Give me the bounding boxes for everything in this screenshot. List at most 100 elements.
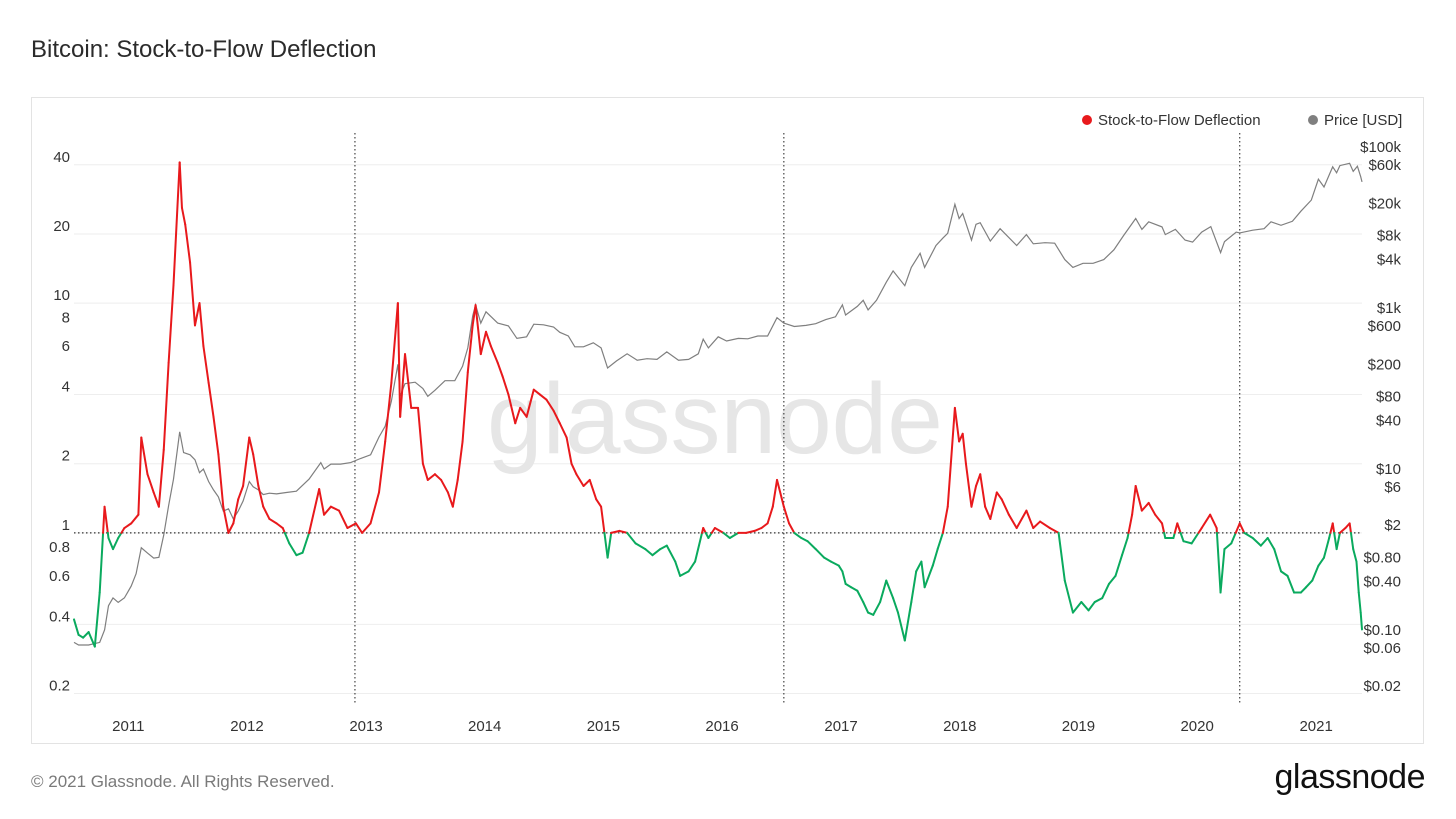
deflection-segment bbox=[1338, 527, 1347, 534]
legend-item-stock-to-flow-deflection[interactable]: Stock-to-Flow Deflection bbox=[1082, 112, 1261, 129]
right-axis-tick-label: $8k bbox=[1377, 227, 1402, 244]
deflection-segment bbox=[829, 560, 840, 567]
copyright-footer: © 2021 Glassnode. All Rights Reserved. bbox=[31, 772, 335, 791]
deflection-segment bbox=[232, 498, 240, 525]
deflection-segment bbox=[946, 406, 956, 508]
deflection-segment bbox=[1209, 513, 1218, 530]
deflection-segment bbox=[318, 488, 326, 516]
deflection-segment bbox=[941, 505, 949, 534]
legend-item-price[interactable]: Price [USD] bbox=[1308, 112, 1402, 129]
deflection-segment bbox=[687, 560, 697, 573]
left-axis-tick-label: 6 bbox=[62, 338, 70, 355]
deflection-segment bbox=[484, 330, 492, 348]
deflection-segment bbox=[189, 261, 196, 327]
deflection-segment bbox=[1108, 574, 1117, 585]
deflection-segment bbox=[713, 527, 725, 534]
deflection-segment bbox=[1147, 501, 1157, 516]
series-stock-to-flow-deflection bbox=[73, 161, 1363, 648]
deflection-segment bbox=[369, 491, 381, 525]
deflection-segment bbox=[1311, 564, 1320, 582]
deflection-segment bbox=[1273, 548, 1283, 573]
deflection-segment bbox=[361, 522, 372, 534]
right-axis-tick-label: $6 bbox=[1384, 479, 1401, 496]
legend: Stock-to-Flow Deflection Price [USD] bbox=[1082, 112, 1402, 129]
deflection-segment bbox=[915, 560, 923, 573]
deflection-segment bbox=[73, 618, 80, 636]
deflection-segment bbox=[496, 361, 504, 378]
deflection-segment bbox=[384, 381, 393, 443]
deflection-segment bbox=[1238, 522, 1246, 534]
deflection-segment bbox=[1335, 531, 1341, 551]
deflection-segment bbox=[130, 513, 140, 525]
deflection-segment bbox=[1140, 501, 1150, 512]
deflection-segment bbox=[433, 473, 443, 481]
glassnode-logo[interactable]: glassnode bbox=[1274, 758, 1425, 796]
chart-title: Bitcoin: Stock-to-Flow Deflection bbox=[31, 36, 377, 63]
deflection-segment bbox=[995, 491, 1003, 501]
x-axis-tick-label: 2017 bbox=[824, 718, 857, 735]
x-axis-tick-label: 2012 bbox=[230, 718, 263, 735]
deflection-segment bbox=[262, 505, 271, 520]
left-axis-tick-label: 1 bbox=[62, 517, 70, 534]
deflection-segment bbox=[844, 582, 853, 589]
deflection-segment bbox=[390, 302, 399, 384]
deflection-segment bbox=[665, 544, 677, 563]
right-axis: $0.02 $0.06$0.10 $0.40 $0.80 $2 $6$10 $40 $80 $2… bbox=[1360, 139, 1401, 695]
deflection-segment bbox=[474, 304, 482, 356]
left-axis-tick-label: 2 bbox=[62, 448, 70, 465]
deflection-segment bbox=[1121, 537, 1129, 557]
deflection-segment bbox=[1348, 522, 1352, 534]
deflection-segment bbox=[140, 436, 149, 476]
deflection-segment bbox=[634, 542, 647, 551]
deflection-segment bbox=[1259, 537, 1269, 547]
deflection-segment bbox=[103, 505, 109, 534]
deflection-segment bbox=[288, 542, 298, 557]
left-axis-tick-label: 10 bbox=[53, 287, 70, 304]
deflection-segment bbox=[180, 206, 187, 226]
deflection-segment bbox=[532, 388, 541, 396]
left-axis-tick-label: 0.2 bbox=[49, 677, 70, 694]
x-axis-tick-label: 2018 bbox=[943, 718, 976, 735]
deflection-segment bbox=[989, 491, 998, 520]
deflection-segment bbox=[1000, 498, 1010, 516]
deflection-segment bbox=[107, 537, 115, 551]
deflection-segment bbox=[117, 531, 123, 540]
deflection-segment bbox=[514, 406, 522, 425]
deflection-segment bbox=[753, 527, 763, 532]
deflection-segment bbox=[575, 473, 585, 487]
deflection-segment bbox=[694, 531, 704, 563]
deflection-segment bbox=[626, 531, 637, 545]
deflection-segment bbox=[1266, 537, 1276, 551]
deflection-segment bbox=[910, 570, 918, 604]
deflection-segment bbox=[1131, 484, 1137, 516]
deflection-segment bbox=[202, 345, 210, 384]
deflection-segment bbox=[1190, 531, 1200, 545]
legend-swatch-red bbox=[1082, 115, 1092, 125]
deflection-segment bbox=[404, 353, 413, 409]
deflection-segment bbox=[552, 409, 561, 425]
deflection-segment bbox=[728, 531, 740, 540]
deflection-segment bbox=[879, 579, 888, 604]
deflection-segment bbox=[961, 432, 967, 465]
deflection-segment bbox=[936, 531, 944, 551]
deflection-segment bbox=[212, 415, 220, 456]
deflection-segment bbox=[538, 393, 548, 401]
deflection-segment bbox=[979, 473, 987, 508]
deflection-segment bbox=[1154, 513, 1164, 525]
deflection-segment bbox=[167, 283, 175, 364]
deflection-segment bbox=[1349, 531, 1355, 551]
deflection-segment bbox=[644, 548, 654, 557]
deflection-segment bbox=[440, 478, 449, 494]
deflection-segment bbox=[82, 631, 90, 639]
deflection-segment bbox=[651, 548, 662, 557]
deflection-segment bbox=[1093, 597, 1104, 604]
deflection-segment bbox=[760, 522, 769, 530]
deflection-segment bbox=[931, 548, 939, 567]
deflection-segment bbox=[782, 505, 791, 525]
deflection-segment bbox=[479, 330, 487, 356]
deflection-segment bbox=[354, 522, 364, 534]
deflection-segment bbox=[1101, 582, 1111, 600]
right-axis-tick-label: $100k bbox=[1360, 139, 1401, 156]
deflection-segment bbox=[606, 531, 613, 559]
